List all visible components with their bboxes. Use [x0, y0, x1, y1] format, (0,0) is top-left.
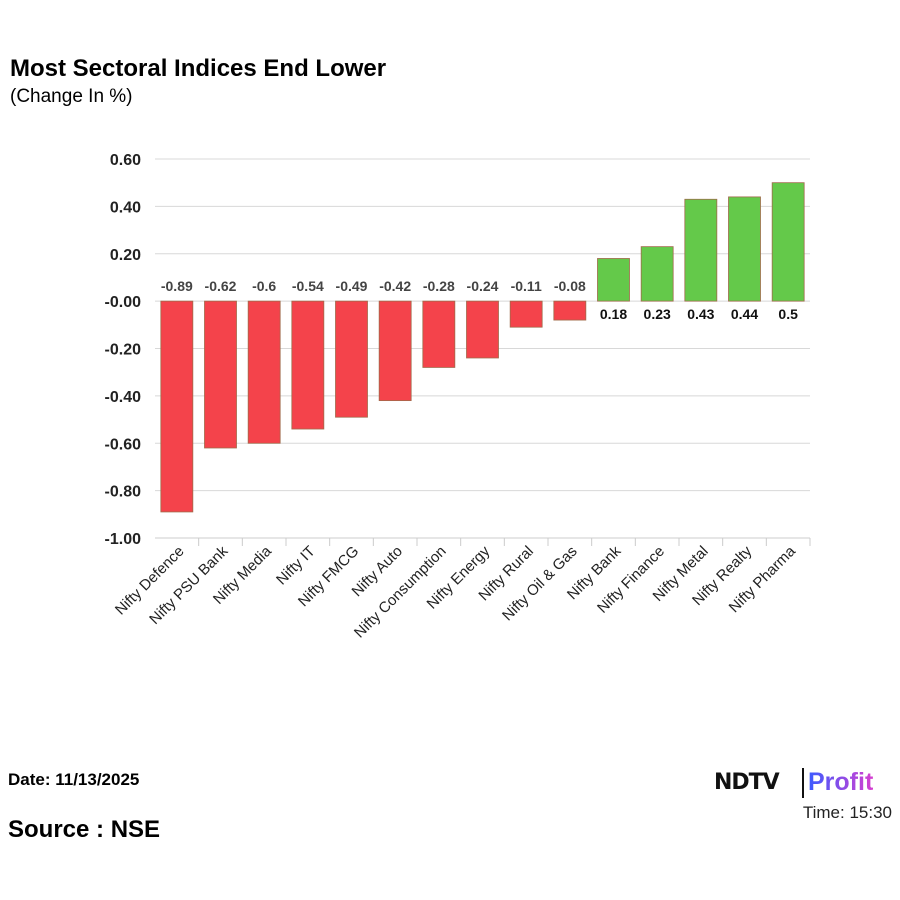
- bar: [509, 300, 543, 328]
- data-label: -0.24: [467, 278, 499, 294]
- data-label: 0.43: [687, 306, 714, 322]
- y-tick-label: -0.60: [105, 436, 142, 453]
- data-label: 0.5: [778, 306, 798, 322]
- data-label: 0.23: [644, 306, 671, 322]
- data-label: -0.42: [379, 278, 411, 294]
- y-tick-label: -0.00: [105, 294, 142, 311]
- bar: [378, 300, 412, 402]
- chart-title: Most Sectoral Indices End Lower: [10, 55, 387, 82]
- data-label: -0.11: [511, 278, 542, 294]
- bar: [640, 246, 674, 302]
- data-label: -0.54: [292, 278, 324, 294]
- bar: [771, 182, 805, 302]
- time-label: Time: 15:30: [802, 803, 892, 822]
- bar: [684, 198, 718, 302]
- bar: [335, 300, 368, 418]
- x-tick-label: Nifty PSU Bank: [146, 542, 231, 627]
- bar: [728, 196, 761, 302]
- bar: [553, 300, 587, 321]
- y-tick-label: 0.20: [110, 247, 141, 264]
- data-label: -0.28: [423, 278, 455, 294]
- data-label: -0.08: [554, 278, 586, 294]
- data-label: -0.49: [336, 278, 368, 294]
- data-label: -0.62: [205, 278, 237, 294]
- y-tick-label: -0.80: [105, 484, 142, 501]
- bar: [597, 258, 630, 302]
- bar: [160, 300, 194, 513]
- y-tick-label: -1.00: [105, 531, 142, 548]
- data-label: -0.6: [252, 278, 276, 294]
- ndtv-profit-logo: NDTV Profit: [714, 768, 874, 798]
- bar: [466, 300, 499, 359]
- y-tick-label: 0.60: [110, 152, 141, 169]
- source-label: Source : NSE: [8, 816, 161, 843]
- bar: [291, 300, 325, 430]
- x-tick-label: Nifty Oil & Gas: [499, 543, 581, 625]
- data-label: -0.89: [161, 278, 193, 294]
- y-tick-label: -0.20: [105, 342, 142, 359]
- y-tick-label: 0.40: [110, 199, 141, 216]
- data-label: 0.18: [600, 306, 627, 322]
- y-tick-label: -0.40: [105, 389, 142, 406]
- date-label: Date: 11/13/2025: [8, 770, 140, 789]
- data-label: 0.44: [731, 306, 758, 322]
- bar: [247, 300, 281, 444]
- bar: [204, 300, 237, 449]
- chart-subtitle: (Change In %): [10, 86, 133, 107]
- bar: [422, 300, 456, 368]
